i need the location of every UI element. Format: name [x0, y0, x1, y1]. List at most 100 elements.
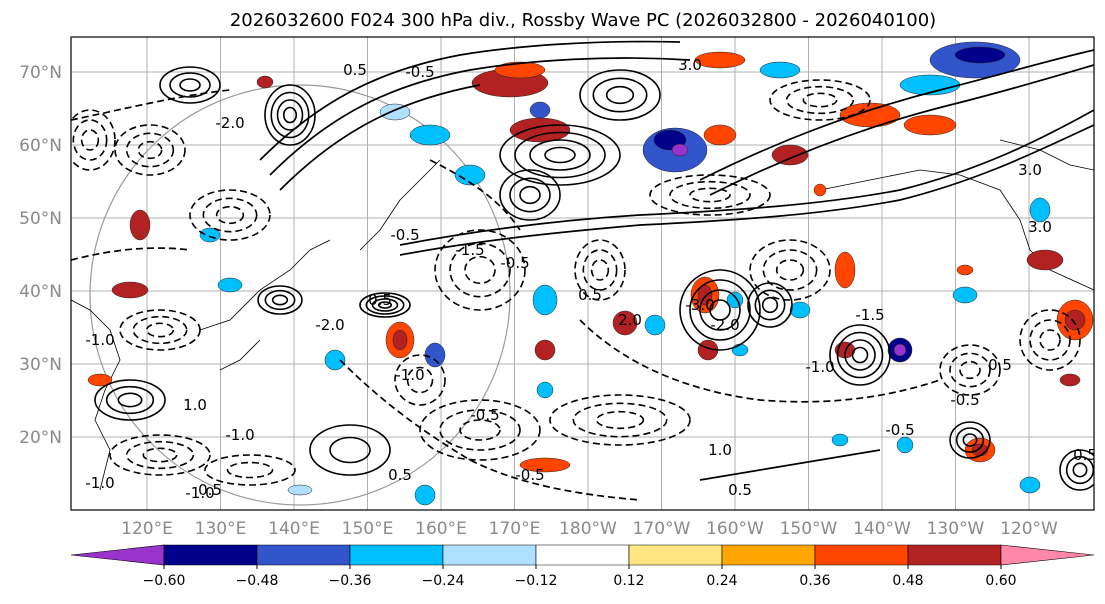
- contour-line: [399, 109, 1094, 246]
- colorbar-tick-label: −0.12: [515, 573, 558, 589]
- divergence-patch: [379, 103, 411, 121]
- contour-line: [359, 292, 411, 318]
- colorbar-segment: [814, 544, 909, 566]
- contour-line: [844, 339, 876, 371]
- lon-tick-label: 120°E: [121, 519, 173, 539]
- contour-line: [269, 57, 691, 176]
- contour-label: -2.0: [710, 316, 739, 334]
- colorbar-segment: [442, 544, 537, 566]
- divergence-patch: [519, 457, 571, 473]
- divergence-patch: [612, 310, 638, 336]
- contour-line: [572, 402, 668, 438]
- divergence-patch: [392, 329, 408, 351]
- coastline: [199, 239, 331, 331]
- colorbar-segment: [535, 544, 630, 566]
- coastline: [359, 159, 441, 251]
- contour-line: [309, 424, 391, 476]
- contour-line: [125, 440, 195, 470]
- contour-line: [949, 421, 991, 459]
- contour-label: 1.0: [183, 396, 207, 414]
- contour-line: [80, 129, 100, 151]
- contour-label: 0.5: [198, 481, 222, 499]
- contour-line: [959, 360, 981, 380]
- divergence-patch: [529, 101, 551, 119]
- contour-label: -1.0: [185, 484, 214, 502]
- contour-line: [769, 79, 871, 121]
- divergence-patch: [1026, 249, 1064, 271]
- contour-line: [271, 294, 289, 306]
- contour-line: [709, 64, 1094, 196]
- divergence-patch: [903, 114, 957, 136]
- lat-tick-label: 50°N: [19, 209, 62, 229]
- colorbar-tick-label: −0.24: [422, 573, 465, 589]
- lat-tick-label: 40°N: [19, 282, 62, 302]
- contour-line: [689, 187, 731, 203]
- contour-line: [71, 89, 231, 121]
- divergence-patch: [324, 349, 346, 371]
- contour-line: [257, 285, 303, 315]
- contour-line: [699, 289, 741, 331]
- colorbar-tick-label: 0.12: [613, 573, 644, 589]
- lon-tick-label: 160°W: [706, 519, 764, 539]
- contour-line: [142, 447, 178, 463]
- lon-tick-label: 140°W: [853, 519, 911, 539]
- contour-line: [709, 299, 731, 321]
- contour-line: [434, 229, 526, 311]
- divergence-patch: [813, 183, 827, 197]
- contour-line: [1065, 455, 1094, 485]
- contour-line: [132, 315, 188, 345]
- contour-line: [264, 289, 296, 311]
- contour-label: 3.0: [1028, 218, 1052, 236]
- contour-line: [179, 78, 201, 92]
- map-area: 0.5-1.0-1.01.0-2.0-1.5-1.0-0.51.00.50.5-…: [70, 36, 1095, 511]
- divergence-patch: [129, 209, 151, 241]
- contour-line: [955, 427, 985, 453]
- contour-line: [1072, 462, 1088, 478]
- divergence-patch: [287, 484, 313, 496]
- contour-line: [949, 352, 991, 388]
- contour-line: [549, 394, 691, 446]
- contour-label: 0.5: [728, 481, 752, 499]
- contour-line: [279, 84, 481, 191]
- contour-line: [579, 319, 941, 403]
- colorbar-tick-label: −0.48: [236, 573, 279, 589]
- contour-line: [71, 109, 116, 171]
- lon-tick-label: 130°W: [927, 519, 985, 539]
- colorbar-tick-label: 0.48: [892, 573, 923, 589]
- contour-line: [145, 322, 175, 338]
- contour-line: [282, 106, 298, 124]
- contour-label: 3.0: [1018, 161, 1042, 179]
- colorbar-segment: [349, 544, 444, 566]
- divergence-patch: [956, 264, 974, 276]
- contour-line: [802, 92, 838, 108]
- contour-line: [117, 392, 143, 408]
- divergence-patch: [87, 373, 113, 387]
- lat-tick-label: 30°N: [19, 355, 62, 375]
- contour-line: [204, 454, 296, 486]
- contour-line: [592, 77, 648, 113]
- contour-line: [529, 139, 591, 171]
- contour-line: [365, 295, 405, 315]
- contour-label: -1.0: [395, 366, 424, 384]
- lat-tick-labels: 20°N 30°N 40°N 50°N 60°N 70°N: [19, 63, 62, 448]
- contour-line: [761, 296, 779, 314]
- contour-line: [377, 301, 393, 309]
- chart-title: 2026032600 F024 300 hPa div., Rossby Wav…: [230, 10, 936, 31]
- contour-line: [699, 49, 1094, 181]
- contour-line: [270, 91, 310, 139]
- contour-line: [399, 124, 1094, 256]
- contour-label: 2.0: [618, 311, 642, 329]
- divergence-patch: [532, 284, 558, 316]
- contour-line: [939, 344, 1001, 396]
- contour-label: -0.5: [390, 226, 419, 244]
- contour-line: [226, 461, 274, 479]
- polar-grid-circle: [89, 84, 511, 506]
- divergence-patch: [494, 61, 546, 79]
- contour-line: [1059, 449, 1094, 491]
- contour-line: [579, 69, 661, 121]
- lon-tick-label: 160°E: [415, 519, 467, 539]
- divergence-patch: [1059, 373, 1081, 387]
- colorbar-segment: [163, 544, 258, 566]
- divergence-patch: [896, 436, 914, 454]
